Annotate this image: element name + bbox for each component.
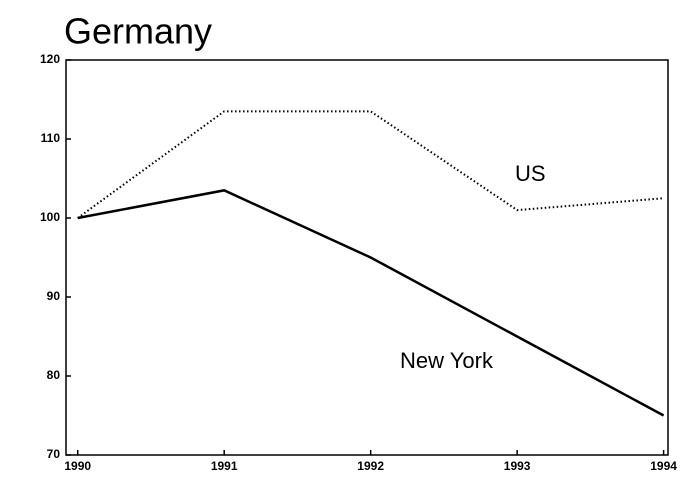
y-tick-label: 110 <box>41 131 61 145</box>
y-tick-label: 70 <box>47 447 61 461</box>
series-label: US <box>515 161 546 186</box>
x-tick-label: 1990 <box>64 459 91 473</box>
chart-title: Germany <box>64 11 212 52</box>
plot-frame <box>65 59 669 456</box>
x-tick-label: 1992 <box>357 459 384 473</box>
y-tick-label: 80 <box>47 368 61 382</box>
x-tick-label: 1993 <box>504 459 531 473</box>
series-line <box>77 110 664 219</box>
x-tick-label: 1991 <box>211 459 238 473</box>
series-line <box>77 189 665 417</box>
x-tick-label: 1994 <box>650 459 677 473</box>
y-tick-label: 90 <box>47 289 61 303</box>
y-tick-label: 100 <box>40 210 60 224</box>
y-tick-label: 120 <box>40 52 60 66</box>
series-label: New York <box>400 348 494 373</box>
